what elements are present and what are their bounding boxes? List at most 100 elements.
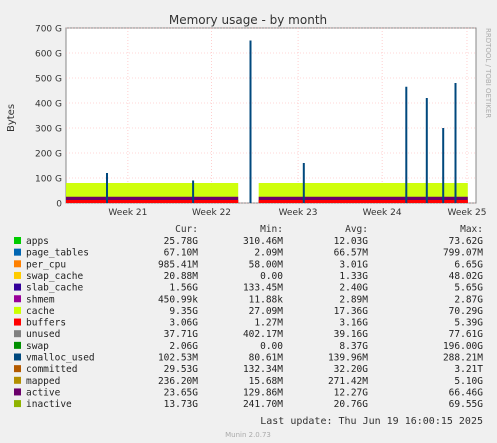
legend-value: 70.29G bbox=[449, 306, 484, 317]
legend-name: cache bbox=[26, 306, 55, 317]
legend-value: 12.03G bbox=[334, 236, 369, 247]
x-tick-label: Week 24 bbox=[363, 208, 402, 218]
legend-value: 288.21M bbox=[443, 353, 483, 364]
legend-name: shmem bbox=[26, 294, 55, 305]
legend-swatch bbox=[14, 400, 21, 408]
legend-value: 29.53G bbox=[164, 364, 199, 375]
legend-value: 241.70M bbox=[243, 399, 283, 410]
legend-value: 2.06G bbox=[169, 341, 198, 352]
legend-value: 985.41M bbox=[158, 259, 198, 270]
legend-value: 27.09M bbox=[249, 306, 284, 317]
legend-value: 310.46M bbox=[243, 236, 283, 247]
y-tick-label: 600 G bbox=[35, 50, 62, 60]
y-axis-label: Bytes bbox=[6, 104, 17, 132]
legend-name: vmalloc_used bbox=[26, 353, 95, 364]
y-tick-label: 400 G bbox=[35, 100, 62, 110]
legend-value: 236.20M bbox=[158, 376, 198, 387]
legend-swatch bbox=[14, 306, 21, 314]
legend-value: 2.09M bbox=[254, 248, 283, 259]
legend-swatch bbox=[14, 295, 21, 303]
legend-value: 102.53M bbox=[158, 353, 198, 364]
area-active-band bbox=[258, 196, 468, 203]
x-tick-label: Week 23 bbox=[279, 208, 318, 218]
legend-value: 17.36G bbox=[334, 306, 369, 317]
y-tick-label: 0 bbox=[56, 200, 62, 210]
area-active-band bbox=[66, 196, 239, 203]
legend-swatch bbox=[14, 237, 21, 244]
x-tick-label: Week 21 bbox=[108, 208, 147, 218]
legend-value: 20.76G bbox=[334, 399, 369, 410]
legend-value: 133.45M bbox=[243, 283, 283, 294]
legend-value: 0.00 bbox=[260, 341, 283, 352]
legend-swatch bbox=[14, 341, 21, 349]
legend-value: 2.89M bbox=[339, 294, 368, 305]
legend-swatch bbox=[14, 283, 21, 291]
legend-value: 25.78G bbox=[164, 236, 199, 247]
last-update: Last update: Thu Jun 19 16:00:15 2025 bbox=[260, 416, 483, 427]
legend-swatch bbox=[14, 271, 21, 279]
legend-name: page_tables bbox=[26, 248, 89, 259]
legend-value: 1.27M bbox=[254, 318, 283, 329]
y-tick-label: 200 G bbox=[35, 150, 62, 160]
legend-name: committed bbox=[26, 364, 77, 375]
legend-value: 5.10G bbox=[454, 376, 483, 387]
legend-swatch bbox=[14, 376, 21, 384]
legend-name: buffers bbox=[26, 318, 66, 329]
legend-value: 2.87G bbox=[454, 294, 483, 305]
y-tick-label: 300 G bbox=[35, 125, 62, 135]
x-tick-label: Week 25 bbox=[447, 208, 486, 218]
legend-swatch bbox=[14, 260, 21, 268]
legend-swatch bbox=[14, 388, 21, 396]
legend-value: 12.27G bbox=[334, 387, 369, 398]
legend-value: 1.33G bbox=[339, 271, 368, 282]
legend-swatch bbox=[14, 248, 21, 256]
legend-value: 3.21T bbox=[454, 364, 483, 375]
legend-value: 66.46G bbox=[449, 387, 484, 398]
legend-swatch bbox=[14, 365, 21, 373]
legend-value: 48.02G bbox=[449, 271, 484, 282]
y-tick-label: 700 G bbox=[35, 25, 62, 35]
legend-value: 2.40G bbox=[339, 283, 368, 294]
legend-name: inactive bbox=[26, 399, 72, 410]
legend-swatch bbox=[14, 330, 21, 338]
legend-value: 39.16G bbox=[334, 329, 369, 340]
legend-name: slab_cache bbox=[26, 283, 83, 294]
legend-value: 77.61G bbox=[449, 329, 484, 340]
legend-value: 271.42M bbox=[328, 376, 368, 387]
legend-value: 15.68M bbox=[249, 376, 284, 387]
legend-value: 196.00G bbox=[443, 341, 483, 352]
legend-swatch bbox=[14, 318, 21, 326]
legend-value: 69.55G bbox=[449, 399, 484, 410]
legend-column-header: Min: bbox=[260, 224, 283, 235]
legend-value: 0.00 bbox=[260, 271, 283, 282]
legend-column-header: Cur: bbox=[175, 224, 198, 235]
legend-name: active bbox=[26, 387, 61, 398]
legend-value: 20.88M bbox=[164, 271, 199, 282]
legend-value: 3.16G bbox=[339, 318, 368, 329]
legend-column-header: Max: bbox=[460, 224, 483, 235]
legend-value: 11.88k bbox=[249, 294, 284, 305]
x-tick-label: Week 22 bbox=[192, 208, 231, 218]
legend-table: Cur: Min: Avg: Max: apps 25.78G 310.46M 12.03G 7… bbox=[14, 224, 483, 410]
legend-value: 32.20G bbox=[334, 364, 369, 375]
legend-value: 402.17M bbox=[243, 329, 283, 340]
legend-value: 23.65G bbox=[164, 387, 199, 398]
legend-name: per_cpu bbox=[26, 259, 66, 270]
legend-value: 3.06G bbox=[169, 318, 198, 329]
legend-value: 1.56G bbox=[169, 283, 198, 294]
chart-areas bbox=[66, 40, 468, 203]
chart-title: Memory usage - by month bbox=[169, 13, 327, 27]
legend-value: 139.96M bbox=[328, 353, 368, 364]
legend-value: 9.35G bbox=[169, 306, 198, 317]
x-tick-labels: Week 21 Week 22 Week 23 Week 24 Week 25 bbox=[108, 208, 486, 218]
munin-version: Munin 2.0.73 bbox=[225, 431, 271, 439]
legend-name: mapped bbox=[26, 376, 60, 387]
legend-value: 66.57M bbox=[334, 248, 369, 259]
y-tick-label: 100 G bbox=[35, 175, 62, 185]
legend-name: unused bbox=[26, 329, 60, 340]
legend-value: 13.73G bbox=[164, 399, 199, 410]
legend-value: 80.61M bbox=[249, 353, 284, 364]
legend-value: 5.65G bbox=[454, 283, 483, 294]
legend-value: 132.34M bbox=[243, 364, 283, 375]
